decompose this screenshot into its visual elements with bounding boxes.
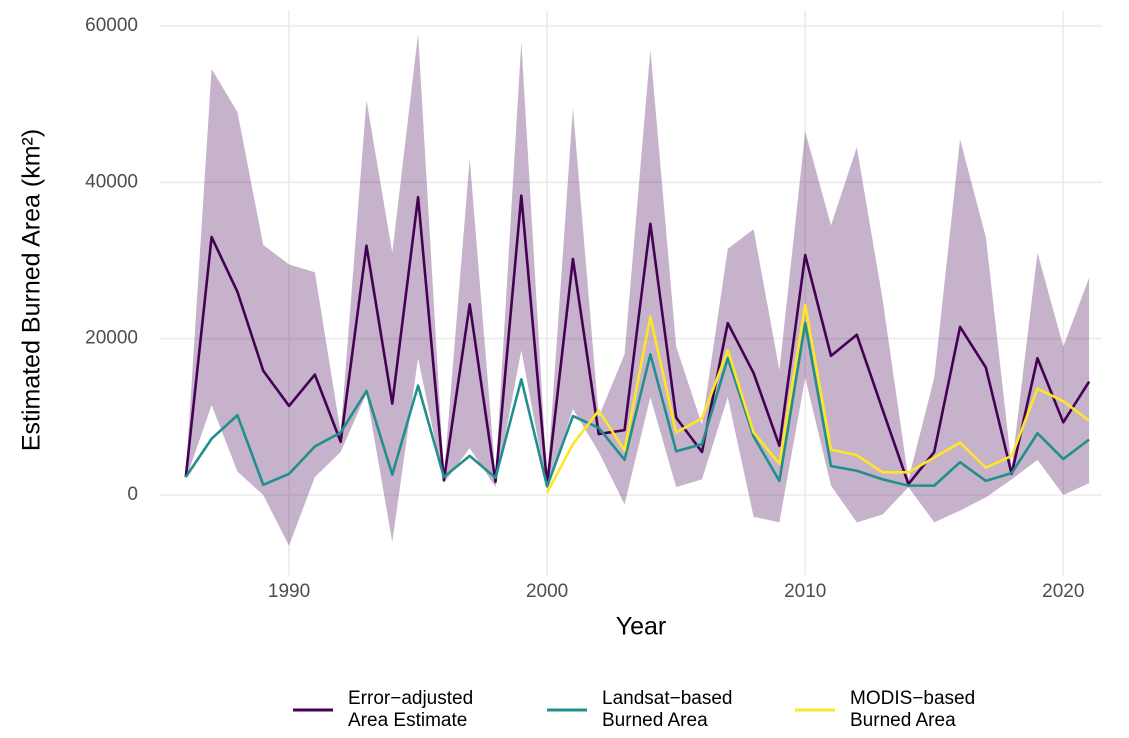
x-axis-title: Year	[616, 613, 667, 641]
legend-label-line: Landsat−based	[602, 688, 732, 709]
x-tick-label: 2000	[526, 581, 568, 602]
series-line	[184, 321, 1090, 488]
legend-item: Error−adjusted Area Estimate	[293, 688, 473, 731]
y-tick-label: 60000	[85, 15, 138, 36]
legend-label-line: Burned Area	[602, 710, 708, 731]
y-tick-label: 0	[127, 484, 138, 505]
legend-label-line: Burned Area	[850, 710, 956, 731]
legend-label: MODIS−based Burned Area	[850, 688, 975, 731]
x-tick-label: 1990	[268, 581, 310, 602]
series-line	[545, 303, 1090, 494]
legend-label-line: Error−adjusted	[348, 688, 473, 709]
legend-label: Error−adjusted Area Estimate	[348, 688, 473, 731]
confidence-band	[185, 33, 1090, 546]
series-line	[184, 194, 1091, 487]
legend-item: MODIS−based Burned Area	[795, 688, 975, 731]
y-tick-label: 20000	[85, 328, 138, 349]
grid	[160, 10, 1102, 576]
x-tick-label: 2020	[1042, 581, 1084, 602]
legend-item: Landsat−based Burned Area	[547, 688, 732, 731]
y-axis-title: Estimated Burned Area (km²)	[18, 129, 46, 451]
legend-label-line: MODIS−based	[850, 688, 975, 709]
legend-label-line: Area Estimate	[348, 710, 467, 731]
x-tick-label: 2010	[784, 581, 826, 602]
y-tick-label: 40000	[85, 171, 138, 192]
legend-label: Landsat−based Burned Area	[602, 688, 732, 731]
